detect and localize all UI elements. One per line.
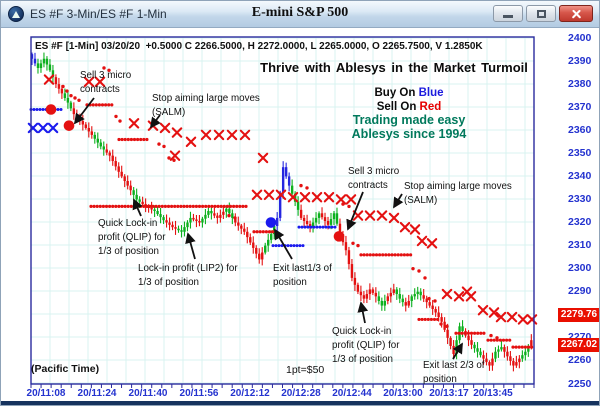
annotation-line: profit (QLIP) for [332,340,400,351]
y-axis-label: 2330 [568,192,592,205]
x-axis-label: 20/13:45 [473,388,513,399]
close-button[interactable] [559,5,593,22]
app-icon [8,6,24,22]
minimize-button[interactable] [493,5,523,22]
annotation-line: Stop aiming large moves [152,93,260,104]
annotation-line: Quick Lock-in [98,218,158,229]
y-axis-label: 2370 [568,100,592,113]
annotation-exit-last-third: Exit last1/3 of position [273,262,332,290]
y-axis-label: 2400 [568,31,592,44]
point-value-note: 1pt=$50 [286,364,325,376]
maximize-icon [537,10,546,18]
y-axis-label: 2360 [568,123,592,136]
maximize-button[interactable] [526,5,556,22]
annotation-sell-3-micro-2: Sell 3 micro contracts [348,165,399,193]
x-axis-label: 20/12:12 [230,388,270,399]
price-badge: 2267.02 [558,337,599,352]
annotation-line: profit (QLIP) for [98,232,166,243]
x-axis-label: 20/13:17 [429,388,469,399]
annotation-exit-last-two-thirds: Exit last 2/3 of position [423,359,485,387]
x-axis-label: 20/11:40 [128,388,168,399]
annotation-salm-1: Stop aiming large moves (SALM) [152,92,260,120]
y-axis-label: 2250 [568,377,592,390]
annotation-line: 1/3 of position [138,277,200,288]
x-axis-label: 20/12:28 [281,388,321,399]
annotation-line: Lock-in profit (LIP2) for [138,263,238,274]
window-controls [493,5,593,22]
chart-title: E-mini S&P 500 [251,5,349,20]
annotation-salm-2: Stop aiming large moves (SALM) [404,180,512,208]
x-axis-label: 20/11:56 [179,388,219,399]
logo-triangle-icon [12,11,20,18]
annotation-qlip-2: Quick Lock-in profit (QLIP) for 1/3 of pos… [332,325,400,367]
y-axis-label: 2290 [568,285,592,298]
annotation-line: Sell 3 micro [80,70,132,81]
annotation-line: Sell 3 micro [348,166,400,177]
annotation-line: position [273,277,307,288]
x-axis-label: 20/11:08 [26,388,66,399]
annotation-line: Exit last1/3 of [273,263,332,274]
sell-word: Red [419,101,442,113]
annotation-line: 1/3 of position [98,246,160,257]
y-axis-label: 2380 [568,77,592,90]
y-axis-label: 2350 [568,146,592,159]
y-axis-label: 2340 [568,169,592,182]
buy-on-blue-line: Buy On Blue [374,87,444,99]
quote-status-line: ES #F [1-Min] 03/20/20 +0.5000 C 2266.50… [35,41,483,52]
annotation-line: (SALM) [152,107,186,118]
buy-word: Blue [418,87,444,99]
promo-since: Ablesys since 1994 [351,126,467,141]
y-axis-label: 2390 [568,54,592,67]
annotation-line: Exit last 2/3 of [423,360,485,371]
x-axis-label: 20/12:44 [332,388,372,399]
annotation-lip2: Lock-in profit (LIP2) for 1/3 of position [138,262,238,290]
x-axis-label: 20/11:24 [77,388,117,399]
y-axis-label: 2320 [568,216,592,229]
chart-area[interactable]: ES #F [1-Min] 03/20/20 +0.5000 C 2266.50… [1,29,599,403]
annotation-line: Stop aiming large moves [404,181,512,192]
window-title: ES #F 3-Min/ES #F 1-Min [30,7,167,21]
y-axis-label: 2260 [568,354,592,367]
price-badge: 2279.76 [558,308,599,323]
annotation-line: (SALM) [404,195,438,206]
title-bar[interactable]: ES #F 3-Min/ES #F 1-Min E-mini S&P 500 [1,1,599,28]
promo-headline: Thrive with Ablesys in the Market Turmoi… [260,60,528,75]
annotation-qlip-1: Quick Lock-in profit (QLIP) for 1/3 of pos… [98,217,166,259]
annotation-line: contracts [348,180,388,191]
annotation-sell-3-micro-1: Sell 3 micro contracts [80,69,131,97]
y-axis-label: 2300 [568,262,592,275]
window-bottom-frame [1,401,599,405]
y-axis-label: 2310 [568,239,592,252]
promo-block: Buy On Blue Sell On Red Trading made eas… [331,86,487,141]
annotation-line: 1/3 of position [332,354,394,365]
annotation-line: contracts [80,84,120,95]
sell-on-red-line: Sell On Red [376,101,442,113]
timezone-note: (Pacific Time) [31,363,100,375]
x-axis-label: 20/13:00 [383,388,423,399]
annotation-line: Quick Lock-in [332,326,392,337]
minimize-icon [503,15,513,18]
promo-tagline: Trading made easy [352,113,466,127]
annotation-line: position [423,374,457,385]
